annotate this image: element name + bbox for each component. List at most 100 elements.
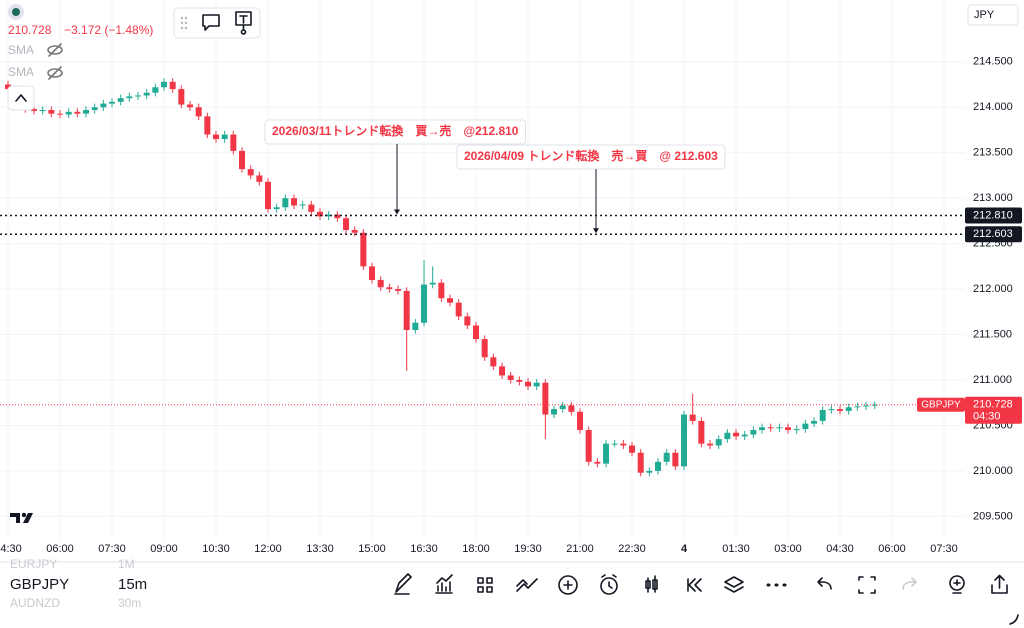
candle-body <box>568 405 575 412</box>
logo <box>10 512 33 523</box>
x-tick-label: 12:00 <box>254 543 282 555</box>
y-tick-label: 211.000 <box>973 374 1012 386</box>
watch-symbol[interactable]: EURJPY <box>10 557 57 571</box>
alert-icon[interactable] <box>600 577 618 595</box>
candle-body <box>724 432 731 440</box>
collapse-button[interactable] <box>7 85 35 111</box>
candle-body <box>265 181 272 210</box>
candle-body <box>611 443 618 445</box>
x-tick-label: 22:30 <box>618 543 646 555</box>
y-tick-label: 209.500 <box>973 510 1013 522</box>
price-badge-label: 212.810 <box>973 209 1013 221</box>
annotation: 2026/03/11トレンド転換 買→売 @212.810 <box>264 119 526 145</box>
candle-body <box>533 382 540 387</box>
comment-icon[interactable] <box>202 14 220 31</box>
currency: JPY <box>974 9 995 21</box>
add-icon[interactable] <box>558 575 578 595</box>
symbol[interactable]: GBPJPY <box>10 576 69 593</box>
candle-body <box>282 198 289 208</box>
price-badge <box>965 226 1022 243</box>
candle-body <box>863 405 870 407</box>
hide-icon[interactable] <box>47 66 63 80</box>
candle-body <box>811 420 818 424</box>
undo-icon[interactable] <box>817 577 832 590</box>
indicator-label[interactable]: SMA <box>8 65 34 79</box>
indicator-icon[interactable] <box>435 574 453 594</box>
annotation-text: 2026/03/11トレンド転換 買→売 @212.810 <box>272 123 519 138</box>
y-tick-label: 214.500 <box>973 56 1013 68</box>
candle-body <box>551 409 558 415</box>
watch-interval[interactable]: 1M <box>118 557 135 571</box>
x-tick-label: 13:30 <box>306 543 334 555</box>
candle-body <box>681 414 688 467</box>
countdown: 04:30 <box>973 411 1001 423</box>
chart-type-icon[interactable] <box>645 575 658 593</box>
last-price-badge-label: 210.728 <box>973 399 1013 411</box>
candle-body <box>672 452 679 467</box>
indicator-label[interactable]: SMA <box>8 43 34 57</box>
candle-body <box>5 84 11 90</box>
redo-icon[interactable] <box>902 577 917 590</box>
fullscreen-icon[interactable] <box>858 576 876 594</box>
layers-icon[interactable] <box>724 576 744 593</box>
hide-icon[interactable] <box>47 43 63 57</box>
candle-body <box>854 406 861 408</box>
candle-body <box>308 204 315 212</box>
x-tick-label: 04:30 <box>826 543 854 555</box>
candle-body <box>91 107 98 110</box>
candle-body <box>525 381 532 387</box>
candle-body <box>464 316 471 326</box>
x-tick-label: 4 <box>681 543 688 555</box>
price-badge <box>965 207 1022 224</box>
text-tool-icon[interactable] <box>235 11 252 35</box>
candle-body <box>239 150 246 170</box>
candle-body <box>837 409 844 411</box>
candle-body <box>689 414 696 421</box>
x-tick-label: 07:30 <box>98 543 126 555</box>
candle-body <box>429 282 436 285</box>
x-tick-label: 01:30 <box>722 543 750 555</box>
candle-body <box>221 134 228 140</box>
watch-symbol[interactable]: AUDNZD <box>10 596 60 610</box>
candle-body <box>741 434 748 437</box>
candle-body <box>793 429 800 431</box>
x-tick-label: 21:00 <box>566 543 594 555</box>
share-icon[interactable] <box>991 574 1008 594</box>
candle-body <box>403 290 410 330</box>
candle-body <box>585 430 592 462</box>
watch-interval[interactable]: 30m <box>118 596 141 610</box>
candle-body <box>759 427 766 430</box>
candle-body <box>577 411 584 430</box>
candle-body <box>299 204 306 206</box>
candle-body <box>31 109 38 111</box>
candle-body <box>161 81 168 88</box>
candle-body <box>750 430 757 435</box>
x-tick-label: 10:30 <box>202 543 230 555</box>
candle-body <box>117 98 124 102</box>
collapse-icon <box>15 94 27 102</box>
candle-body <box>74 111 81 114</box>
candle-body <box>785 427 792 430</box>
candle-body <box>655 461 662 471</box>
annotation-arrowhead <box>394 209 400 215</box>
candle-body <box>204 116 211 135</box>
candle-body <box>135 95 142 97</box>
replay-icon[interactable] <box>687 578 702 592</box>
layout-icon[interactable] <box>477 577 493 593</box>
floating-toolbar <box>173 7 261 39</box>
candle-body <box>542 382 549 415</box>
drag-handle[interactable] <box>180 16 188 30</box>
draw-icon[interactable] <box>394 573 412 595</box>
compare-icon[interactable] <box>516 578 538 592</box>
candle-body <box>447 298 454 303</box>
status-dot <box>12 8 20 16</box>
candle-body <box>178 89 185 105</box>
ideas-icon[interactable] <box>949 575 965 591</box>
candle-body <box>412 322 419 330</box>
currency-button[interactable] <box>967 4 1019 26</box>
candle-body <box>39 110 46 111</box>
interval[interactable]: 15m <box>118 576 147 593</box>
candle-body <box>733 432 740 437</box>
candle-body <box>143 92 150 96</box>
